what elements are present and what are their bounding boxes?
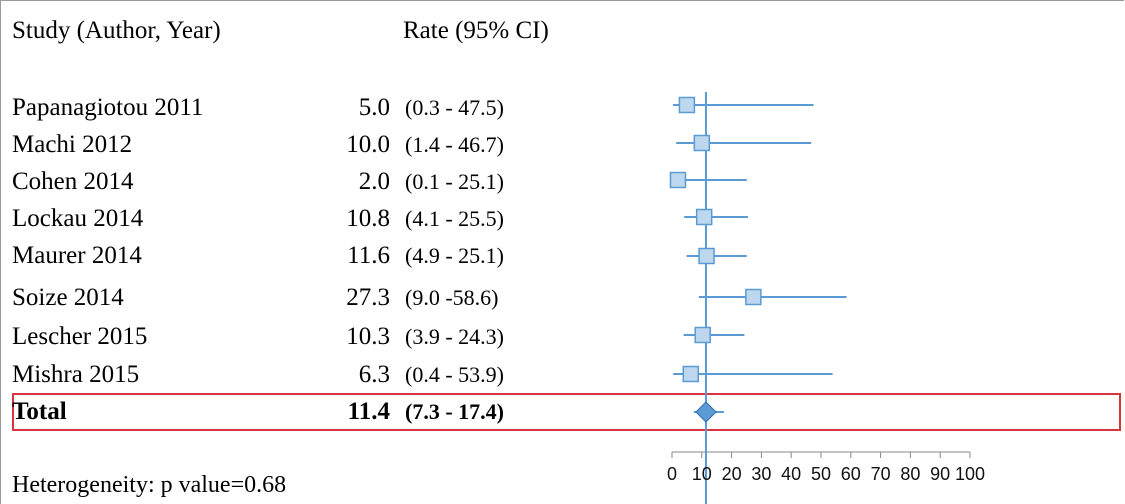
- study-name: Soize 2014: [12, 284, 124, 311]
- x-tick-label: 30: [751, 464, 771, 484]
- study-rate: 6.3: [358, 361, 390, 388]
- study-rate: 10.3: [346, 323, 390, 350]
- study-name: Papanagiotou 2011: [12, 94, 204, 121]
- x-tick-label: 100: [955, 464, 985, 484]
- x-tick-label: 60: [841, 464, 861, 484]
- study-name: Maurer 2014: [12, 242, 142, 269]
- study-marker: [695, 208, 713, 226]
- study-name: Mishra 2015: [12, 361, 140, 388]
- study-column-header: Study (Author, Year): [12, 17, 221, 44]
- total-rate: 11.4: [347, 398, 390, 425]
- study-ci: (3.9 - 24.3): [405, 324, 504, 349]
- x-tick-label: 90: [930, 464, 950, 484]
- study-ci: (9.0 -58.6): [405, 285, 499, 310]
- study-rate: 2.0: [358, 168, 390, 195]
- study-rate: 27.3: [346, 284, 390, 311]
- study-marker: [698, 247, 715, 265]
- study-name: Lockau 2014: [12, 205, 144, 232]
- study-rate: 11.6: [347, 242, 390, 269]
- study-name: Lescher 2015: [12, 323, 148, 350]
- rate-column-header: Rate (95% CI): [403, 17, 549, 44]
- study-marker: [682, 365, 700, 383]
- study-ci: (4.1 - 25.5): [405, 206, 504, 231]
- study-ci: (4.9 - 25.1): [405, 243, 504, 268]
- heterogeneity-note: Heterogeneity: p value=0.68: [12, 472, 287, 498]
- x-tick-label: 50: [811, 464, 831, 484]
- study-marker: [745, 288, 762, 306]
- x-tick-label: 0: [667, 464, 677, 484]
- study-name: Cohen 2014: [12, 168, 134, 195]
- pooled-diamond: [695, 401, 717, 423]
- study-ci: (0.4 - 53.9): [405, 362, 504, 387]
- study-ci: (0.1 - 25.1): [405, 169, 504, 194]
- study-name: Machi 2012: [12, 131, 133, 158]
- study-ci: (0.3 - 47.5): [405, 95, 504, 120]
- x-tick-label: 80: [900, 464, 920, 484]
- study-rate: 10.8: [346, 205, 390, 232]
- total-label: Total: [12, 398, 67, 425]
- study-marker: [669, 171, 687, 189]
- study-rate: 5.0: [358, 94, 390, 121]
- x-tick-label: 70: [871, 464, 891, 484]
- study-marker: [694, 326, 711, 344]
- study-marker: [678, 96, 696, 114]
- x-tick-label: 20: [722, 464, 742, 484]
- x-tick-label: 40: [781, 464, 801, 484]
- study-ci: (1.4 - 46.7): [405, 132, 504, 157]
- study-rate: 10.0: [346, 131, 390, 158]
- total-highlight-box: [12, 393, 1121, 431]
- total-ci: (7.3 - 17.4): [405, 399, 504, 424]
- study-marker: [693, 134, 711, 152]
- x-tick-label: 10: [692, 464, 712, 484]
